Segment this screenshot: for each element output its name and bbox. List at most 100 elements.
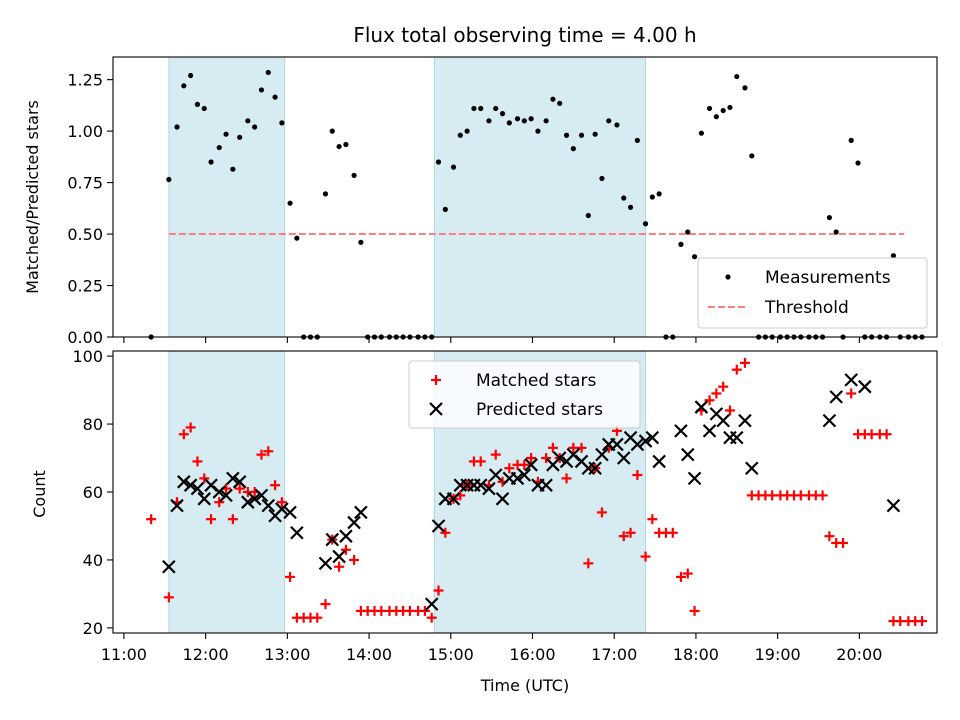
predicted-star-point	[241, 495, 255, 509]
measurement-point	[435, 159, 442, 165]
predicted-star-point	[325, 532, 340, 547]
measurement-point	[208, 159, 214, 165]
measurement-point	[550, 96, 556, 102]
measurement-point	[450, 164, 457, 170]
predicted-star-point	[539, 478, 553, 492]
matched-star-point	[682, 568, 693, 579]
matched-star-point	[490, 449, 501, 460]
matched-star-point	[178, 429, 189, 440]
legend-predicted-marker	[429, 402, 443, 416]
measurement-point	[749, 153, 755, 159]
matched-star-point	[320, 599, 331, 610]
measurement-point	[742, 85, 748, 91]
predicted-star-point	[261, 498, 276, 513]
measurement-point	[294, 235, 300, 241]
matched-star-point	[227, 514, 238, 525]
measurement-point	[713, 114, 719, 120]
predicted-star-point	[473, 478, 488, 492]
matched-star-point	[526, 453, 537, 464]
measurement-point	[614, 122, 620, 128]
matched-star-point	[667, 527, 678, 538]
predicted-star-point	[588, 461, 602, 475]
matched-star-point	[711, 388, 722, 399]
measurement-point	[514, 116, 521, 122]
x-tick-label: 11:00	[101, 645, 147, 664]
matched-star-point	[675, 571, 686, 582]
predicted-star-point	[694, 400, 709, 414]
x-axis-label: Time (UTC)	[480, 676, 569, 695]
measurement-point	[685, 229, 691, 235]
predicted-star-point	[290, 525, 304, 540]
x-tick-label: 17:00	[591, 645, 637, 664]
measurement-point	[627, 204, 634, 210]
measurement-point	[351, 172, 357, 178]
measurement-point	[181, 83, 187, 89]
measurement-point	[272, 94, 278, 100]
matched-star-point	[817, 490, 828, 501]
measurement-point	[336, 143, 342, 150]
matched-star-point	[312, 612, 323, 623]
matched-star-point	[689, 605, 700, 616]
legend-matched-marker	[431, 375, 441, 385]
predicted-star-point	[638, 434, 653, 448]
predicted-star-point	[616, 451, 631, 465]
matched-star-point	[561, 473, 572, 484]
y-tick-label: 20	[83, 619, 103, 638]
measurement-point	[358, 239, 364, 245]
top-x-ticks	[123, 337, 860, 343]
predicted-star-point	[247, 492, 262, 506]
predicted-star-point	[232, 475, 247, 489]
measurement-point	[698, 130, 704, 136]
matched-star-point	[547, 442, 558, 453]
measurement-point	[188, 72, 194, 79]
measurement-point	[166, 176, 172, 183]
predicted-star-point	[226, 471, 240, 486]
x-tick-label: 15:00	[428, 645, 474, 664]
measurement-point	[223, 131, 229, 137]
x-tick-label: 18:00	[673, 645, 719, 664]
predicted-star-point	[283, 505, 297, 520]
matched-star-point	[146, 514, 157, 525]
predicted-star-point	[738, 413, 752, 428]
matched-star-point	[206, 514, 217, 525]
measurement-point	[592, 131, 598, 137]
measurement-point	[499, 111, 506, 117]
measurement-point	[621, 195, 627, 201]
matched-star-point	[704, 395, 715, 406]
x-tick-label: 14:00	[346, 645, 392, 664]
bottom-panel: 20 40 60 80 100 11:00 12:00 13:00 14:00 15:00 16:…	[30, 347, 938, 695]
predicted-star-point	[197, 492, 212, 506]
bottom-y-axis-label: Count	[30, 470, 49, 518]
measurement-point	[237, 134, 243, 140]
predicted-star-point	[332, 549, 346, 564]
predicted-star-point	[354, 505, 368, 520]
y-tick-label: 1.00	[67, 122, 103, 141]
measurement-point	[174, 124, 180, 130]
measurement-point	[252, 124, 258, 130]
predicted-star-point	[254, 488, 269, 503]
top-y-axis-label: Matched/Predicted stars	[23, 100, 42, 294]
predicted-star-point	[844, 373, 858, 387]
y-tick-label: 0.50	[67, 225, 103, 244]
matched-star-point	[163, 592, 174, 603]
matched-star-point	[838, 537, 849, 548]
predicted-star-point	[219, 488, 233, 503]
measurement-point	[258, 87, 265, 93]
top-panel: 0.00 0.25 0.50 0.75 1.00 1.25 Matched/Predict…	[23, 56, 938, 347]
matched-star-point	[596, 507, 607, 518]
y-tick-label: 60	[83, 483, 103, 502]
measurement-point	[216, 144, 222, 151]
y-tick-label: 100	[72, 347, 103, 366]
predicted-star-point	[829, 390, 843, 404]
predicted-star-point	[652, 454, 666, 469]
measurement-point	[833, 229, 839, 235]
matched-star-point	[256, 449, 267, 460]
measurement-point	[606, 118, 612, 124]
matched-star-point	[234, 483, 245, 494]
predicted-star-point	[822, 413, 837, 428]
measurement-point	[201, 105, 207, 112]
predicted-star-point	[630, 437, 645, 452]
predicted-star-point	[858, 379, 872, 394]
predicted-star-point	[318, 556, 333, 571]
measurement-point	[855, 160, 861, 166]
